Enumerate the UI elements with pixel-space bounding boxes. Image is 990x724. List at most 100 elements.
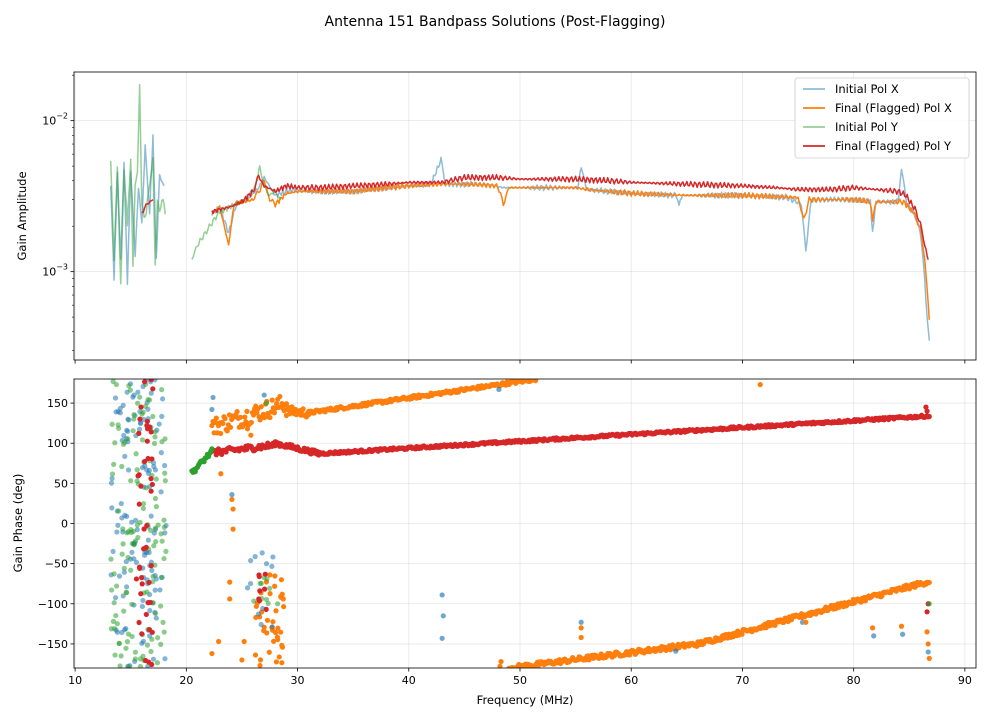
phase-point <box>265 600 271 606</box>
phase-point <box>116 573 123 579</box>
phase-point <box>124 427 130 433</box>
phase-point <box>131 416 137 422</box>
phase-point <box>116 425 122 431</box>
phase-point <box>227 579 233 585</box>
phase-point <box>213 415 219 421</box>
phase-point <box>158 531 164 537</box>
phase-point <box>134 467 140 473</box>
phase-point <box>230 506 236 512</box>
phase-point <box>145 537 151 543</box>
phase-point <box>112 440 118 446</box>
phase-point <box>143 611 149 618</box>
phase-point <box>215 638 222 645</box>
phase-point <box>148 429 154 435</box>
phase-point <box>280 596 286 602</box>
phase-point <box>118 653 124 659</box>
phase-point <box>267 572 273 578</box>
phase-point <box>263 400 270 406</box>
phase-point <box>129 633 135 640</box>
phase-point <box>120 402 126 408</box>
amplitude-y-axis-label: Gain Amplitude <box>15 171 29 260</box>
phase-point <box>163 548 169 554</box>
phase-point <box>138 591 144 597</box>
phase-point <box>158 641 164 647</box>
phase-point <box>114 529 120 535</box>
phase-point <box>123 645 129 651</box>
phase-point <box>255 611 261 617</box>
phase-point <box>145 455 151 462</box>
phase-point <box>128 478 134 484</box>
phase-point <box>276 654 282 660</box>
phase-point <box>119 629 125 635</box>
phase-point <box>263 606 269 612</box>
phase-point <box>144 522 150 529</box>
phase-point <box>209 422 215 429</box>
phase-point <box>149 661 155 668</box>
phase-point <box>111 571 117 577</box>
phase-point <box>132 538 139 544</box>
phase-point <box>116 508 122 514</box>
phase-point <box>162 470 168 476</box>
phase-point <box>159 413 165 419</box>
amplitude-y-tick-label: 10−2 <box>42 112 68 128</box>
phase-point <box>126 383 132 389</box>
phase-point <box>269 563 275 570</box>
phase-point <box>136 472 142 478</box>
phase-point <box>133 451 139 457</box>
phase-point <box>108 556 114 562</box>
phase-point <box>143 485 149 491</box>
phase-point <box>157 587 163 593</box>
x-tick-label: 80 <box>847 674 861 687</box>
phase-y-axis-label: Gain Phase (deg) <box>11 474 25 573</box>
phase-point <box>152 495 158 502</box>
phase-point <box>263 561 270 567</box>
legend-label-3: Initial Pol Y <box>835 120 899 134</box>
phase-point <box>925 649 931 655</box>
phase-y-tick-label: −50 <box>45 558 68 571</box>
phase-point <box>264 617 271 623</box>
phase-point <box>138 483 144 489</box>
phase-point <box>924 609 930 615</box>
phase-point <box>275 601 281 607</box>
x-tick-label: 40 <box>402 674 416 687</box>
phase-point <box>253 603 259 609</box>
phase-point <box>135 400 141 406</box>
phase-point <box>242 414 248 420</box>
phase-point <box>218 430 224 437</box>
phase-point <box>130 428 136 434</box>
phase-point <box>159 538 165 544</box>
amplitude-series-line-3 <box>191 165 282 260</box>
phase-point <box>153 615 159 621</box>
legend-label-2: Final (Flagged) Pol X <box>835 101 952 115</box>
phase-point <box>133 576 140 582</box>
phase-point <box>923 404 929 410</box>
phase-point <box>926 579 932 586</box>
phase-point <box>252 652 259 658</box>
phase-point <box>119 463 125 470</box>
phase-point <box>112 595 119 601</box>
phase-point <box>497 663 503 668</box>
phase-point <box>158 574 164 581</box>
phase-point <box>109 587 115 593</box>
phase-point <box>148 527 154 533</box>
phase-point <box>161 517 167 523</box>
phase-point <box>149 481 155 488</box>
phase-point <box>113 612 119 619</box>
phase-point <box>267 585 273 591</box>
phase-point <box>132 656 138 662</box>
phase-point <box>269 624 275 630</box>
phase-point <box>145 600 151 606</box>
phase-point <box>148 390 154 396</box>
phase-point <box>147 607 153 614</box>
phase-point <box>156 421 162 427</box>
phase-point <box>141 379 148 385</box>
phase-point <box>150 573 156 579</box>
phase-point <box>263 596 270 603</box>
phase-point <box>578 634 584 641</box>
phase-point <box>131 556 137 562</box>
phase-point <box>148 513 154 519</box>
phase-point <box>118 500 124 507</box>
phase-point <box>757 382 763 388</box>
phase-y-tick-label: 100 <box>47 437 68 450</box>
phase-point <box>803 619 809 625</box>
